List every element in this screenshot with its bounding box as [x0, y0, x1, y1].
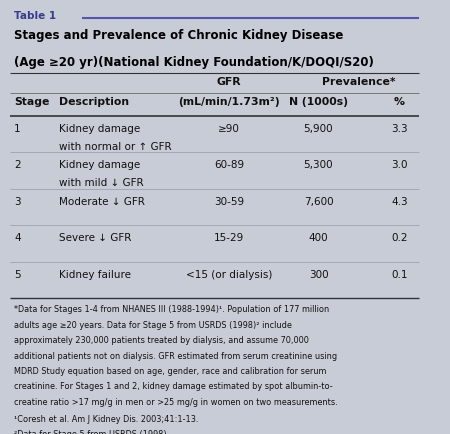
Text: 2: 2 [14, 160, 21, 170]
Text: Kidney damage: Kidney damage [59, 160, 140, 170]
Text: Table 1: Table 1 [14, 11, 56, 21]
Text: 1: 1 [14, 123, 21, 133]
Text: creatinine. For Stages 1 and 2, kidney damage estimated by spot albumin-to-: creatinine. For Stages 1 and 2, kidney d… [14, 381, 333, 391]
Text: Stages and Prevalence of Chronic Kidney Disease: Stages and Prevalence of Chronic Kidney … [14, 30, 343, 43]
Text: Moderate ↓ GFR: Moderate ↓ GFR [59, 196, 145, 206]
Text: additional patients not on dialysis. GFR estimated from serum creatinine using: additional patients not on dialysis. GFR… [14, 351, 338, 360]
Text: 4.3: 4.3 [391, 196, 408, 206]
Text: with mild ↓ GFR: with mild ↓ GFR [59, 178, 144, 188]
Text: 0.2: 0.2 [391, 233, 408, 243]
Text: N (1000s): N (1000s) [289, 96, 348, 106]
Text: (mL/min/1.73m²): (mL/min/1.73m²) [178, 96, 280, 106]
Text: ²Data for Stage 5 from USRDS (1998).: ²Data for Stage 5 from USRDS (1998). [14, 429, 169, 434]
Text: %: % [394, 96, 405, 106]
Text: approximately 230,000 patients treated by dialysis, and assume 70,000: approximately 230,000 patients treated b… [14, 335, 309, 345]
Text: (Age ≥20 yr)(National Kidney Foundation/K/DOQI/S20): (Age ≥20 yr)(National Kidney Foundation/… [14, 56, 374, 69]
Text: Prevalence*: Prevalence* [322, 76, 396, 86]
Text: 3.0: 3.0 [391, 160, 408, 170]
Text: 0.1: 0.1 [391, 269, 408, 279]
Text: Kidney failure: Kidney failure [59, 269, 131, 279]
Text: <15 (or dialysis): <15 (or dialysis) [186, 269, 272, 279]
Text: Severe ↓ GFR: Severe ↓ GFR [59, 233, 131, 243]
Text: with normal or ↑ GFR: with normal or ↑ GFR [59, 141, 171, 151]
Text: Description: Description [59, 96, 129, 106]
Text: GFR: GFR [217, 76, 241, 86]
Text: adults age ≥20 years. Data for Stage 5 from USRDS (1998)² include: adults age ≥20 years. Data for Stage 5 f… [14, 320, 292, 329]
Text: 4: 4 [14, 233, 21, 243]
Text: Kidney damage: Kidney damage [59, 123, 140, 133]
Text: 60-89: 60-89 [214, 160, 244, 170]
Text: MDRD Study equation based on age, gender, race and calibration for serum: MDRD Study equation based on age, gender… [14, 366, 327, 375]
Text: creatine ratio >17 mg/g in men or >25 mg/g in women on two measurements.: creatine ratio >17 mg/g in men or >25 mg… [14, 397, 338, 406]
Text: Stage: Stage [14, 96, 50, 106]
Text: *Data for Stages 1-4 from NHANES III (1988-1994)¹. Population of 177 million: *Data for Stages 1-4 from NHANES III (19… [14, 305, 329, 314]
Text: 3: 3 [14, 196, 21, 206]
Text: 15-29: 15-29 [214, 233, 244, 243]
Text: 400: 400 [309, 233, 328, 243]
Text: 3.3: 3.3 [391, 123, 408, 133]
Text: 5,900: 5,900 [304, 123, 333, 133]
Text: 5: 5 [14, 269, 21, 279]
Text: ≥90: ≥90 [218, 123, 240, 133]
Text: ¹Coresh et al. Am J Kidney Dis. 2003;41:1-13.: ¹Coresh et al. Am J Kidney Dis. 2003;41:… [14, 414, 198, 423]
Text: 30-59: 30-59 [214, 196, 244, 206]
Text: 5,300: 5,300 [304, 160, 333, 170]
Text: 300: 300 [309, 269, 328, 279]
Text: 7,600: 7,600 [304, 196, 333, 206]
